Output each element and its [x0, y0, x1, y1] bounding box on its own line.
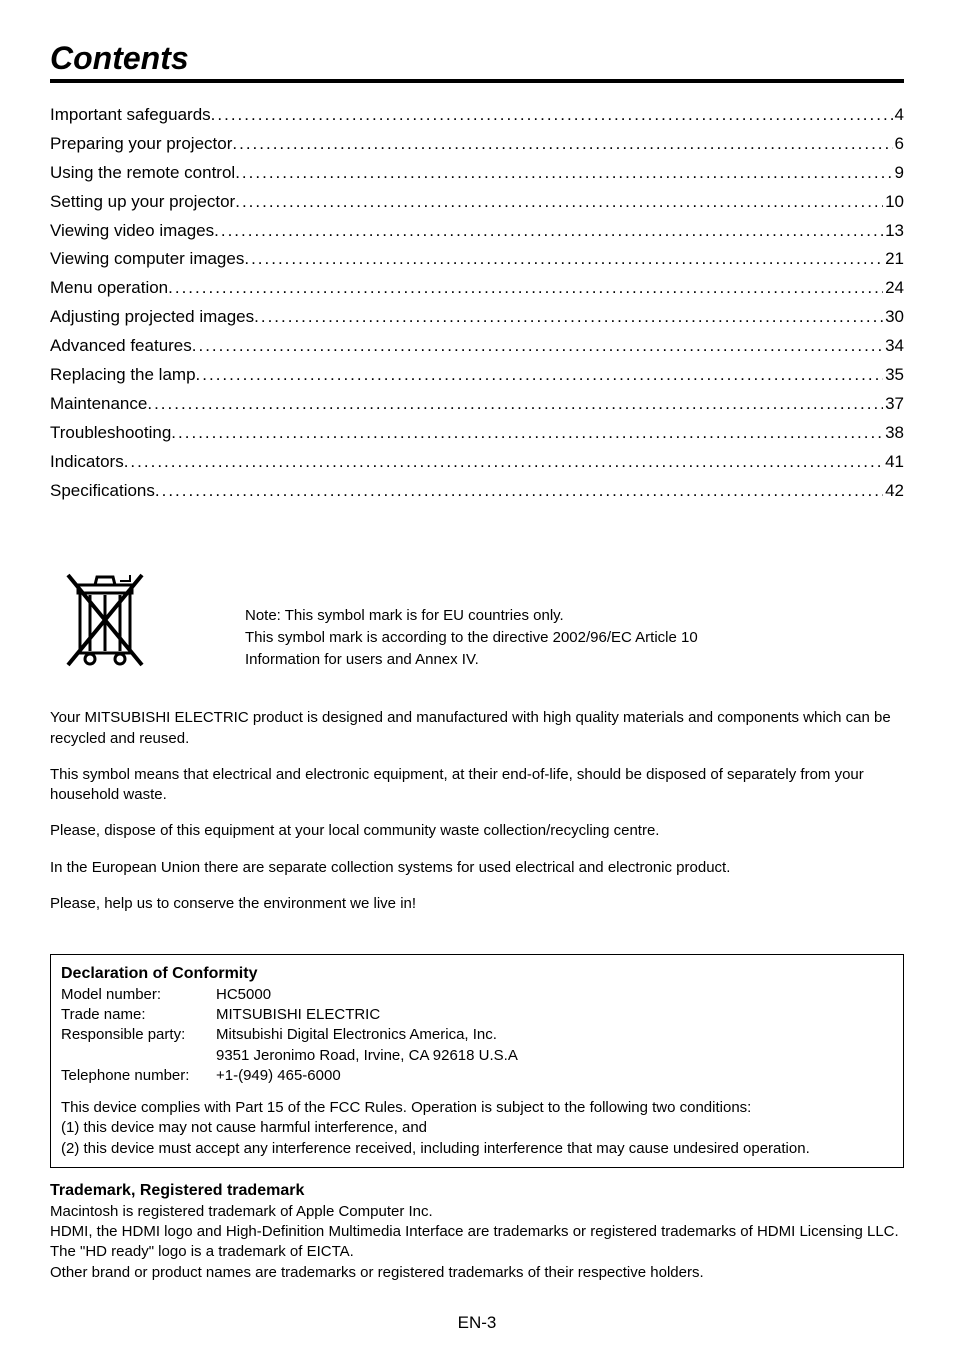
toc-label: Menu operation — [50, 274, 168, 303]
declaration-row: Trade name:MITSUBISHI ELECTRIC — [61, 1005, 522, 1025]
toc-row: Viewing computer images 21 — [50, 245, 904, 274]
toc-dots — [147, 390, 883, 419]
trademark-title: Trademark, Registered trademark — [50, 1182, 904, 1200]
page-title: Contents — [50, 40, 904, 83]
declaration-label: Trade name: — [61, 1005, 216, 1025]
declaration-row: Responsible party:Mitsubishi Digital Ele… — [61, 1025, 522, 1045]
toc-label: Preparing your projector — [50, 130, 232, 159]
toc-page: 41 — [883, 448, 904, 477]
toc-page: 10 — [883, 188, 904, 217]
toc-label: Specifications — [50, 477, 155, 506]
declaration-label: Telephone number: — [61, 1066, 216, 1086]
toc-dots — [235, 188, 883, 217]
declaration-row: 9351 Jeronimo Road, Irvine, CA 92618 U.S… — [61, 1046, 522, 1066]
toc-row: Adjusting projected images 30 — [50, 303, 904, 332]
weee-bin-icon — [60, 565, 150, 690]
declaration-value: 9351 Jeronimo Road, Irvine, CA 92618 U.S… — [216, 1046, 522, 1066]
paragraph: In the European Union there are separate… — [50, 858, 904, 878]
toc-row: Using the remote control 9 — [50, 159, 904, 188]
trademark-line: Macintosh is registered trademark of App… — [50, 1202, 904, 1222]
toc-row: Advanced features 34 — [50, 332, 904, 361]
toc-page: 35 — [883, 361, 904, 390]
toc-row: Maintenance 37 — [50, 390, 904, 419]
toc-dots — [232, 130, 892, 159]
declaration-value: MITSUBISHI ELECTRIC — [216, 1005, 522, 1025]
declaration-notice: (1) this device may not cause harmful in… — [61, 1118, 893, 1138]
declaration-label: Model number: — [61, 985, 216, 1005]
declaration-notice: (2) this device must accept any interfer… — [61, 1139, 893, 1159]
toc-page: 34 — [883, 332, 904, 361]
toc-page: 9 — [893, 159, 904, 188]
toc-label: Advanced features — [50, 332, 192, 361]
toc-dots — [168, 274, 883, 303]
weee-line: This symbol mark is according to the dir… — [245, 627, 698, 649]
toc-dots — [214, 217, 883, 246]
toc-dots — [171, 419, 883, 448]
toc-page: 30 — [883, 303, 904, 332]
weee-text: Note: This symbol mark is for EU countri… — [245, 565, 698, 670]
declaration-row: Telephone number:+1-(949) 465-6000 — [61, 1066, 522, 1086]
declaration-title: Declaration of Conformity — [61, 963, 893, 985]
toc-page: 21 — [883, 245, 904, 274]
toc-label: Replacing the lamp — [50, 361, 196, 390]
declaration-value: +1-(949) 465-6000 — [216, 1066, 522, 1086]
toc-label: Viewing video images — [50, 217, 214, 246]
toc-row: Menu operation 24 — [50, 274, 904, 303]
toc-label: Adjusting projected images — [50, 303, 254, 332]
toc-label: Using the remote control — [50, 159, 235, 188]
toc-page: 6 — [893, 130, 904, 159]
trademark-line: HDMI, the HDMI logo and High-Definition … — [50, 1222, 904, 1242]
declaration-notice: This device complies with Part 15 of the… — [61, 1098, 893, 1118]
toc-page: 37 — [883, 390, 904, 419]
toc-page: 4 — [893, 101, 904, 130]
toc-page: 38 — [883, 419, 904, 448]
toc-label: Maintenance — [50, 390, 147, 419]
toc-row: Indicators 41 — [50, 448, 904, 477]
paragraph: Please, dispose of this equipment at you… — [50, 821, 904, 841]
weee-section: Note: This symbol mark is for EU countri… — [50, 565, 904, 690]
toc-page: 24 — [883, 274, 904, 303]
toc-dots — [124, 448, 883, 477]
paragraph: Please, help us to conserve the environm… — [50, 894, 904, 914]
toc-label: Indicators — [50, 448, 124, 477]
trademark-line: The "HD ready" logo is a trademark of EI… — [50, 1242, 904, 1262]
toc-page: 13 — [883, 217, 904, 246]
page-number: EN-3 — [50, 1313, 904, 1333]
toc-dots — [196, 361, 884, 390]
toc-row: Setting up your projector 10 — [50, 188, 904, 217]
weee-line: Information for users and Annex IV. — [245, 649, 698, 671]
toc-row: Troubleshooting 38 — [50, 419, 904, 448]
declaration-value: Mitsubishi Digital Electronics America, … — [216, 1025, 522, 1045]
toc-dots — [244, 245, 883, 274]
toc-page: 42 — [883, 477, 904, 506]
toc-dots — [211, 101, 893, 130]
toc-dots — [192, 332, 883, 361]
declaration-table: Model number:HC5000Trade name:MITSUBISHI… — [61, 985, 522, 1086]
toc-label: Troubleshooting — [50, 419, 171, 448]
toc-dots — [155, 477, 883, 506]
toc-row: Important safeguards 4 — [50, 101, 904, 130]
toc-row: Replacing the lamp 35 — [50, 361, 904, 390]
toc-label: Viewing computer images — [50, 245, 244, 274]
trademark-body: Macintosh is registered trademark of App… — [50, 1202, 904, 1283]
declaration-value: HC5000 — [216, 985, 522, 1005]
declaration-row: Model number:HC5000 — [61, 985, 522, 1005]
declaration-label: Responsible party: — [61, 1025, 216, 1045]
toc-label: Setting up your projector — [50, 188, 235, 217]
table-of-contents: Important safeguards4Preparing your proj… — [50, 101, 904, 505]
toc-row: Viewing video images 13 — [50, 217, 904, 246]
trademark-line: Other brand or product names are tradema… — [50, 1263, 904, 1283]
toc-dots — [235, 159, 892, 188]
toc-label: Important safeguards — [50, 101, 211, 130]
paragraph: Your MITSUBISHI ELECTRIC product is desi… — [50, 708, 904, 749]
declaration-label — [61, 1046, 216, 1066]
paragraph: This symbol means that electrical and el… — [50, 765, 904, 806]
declaration-box: Declaration of Conformity Model number:H… — [50, 954, 904, 1168]
toc-row: Preparing your projector 6 — [50, 130, 904, 159]
toc-row: Specifications 42 — [50, 477, 904, 506]
weee-line: Note: This symbol mark is for EU countri… — [245, 605, 698, 627]
toc-dots — [254, 303, 883, 332]
